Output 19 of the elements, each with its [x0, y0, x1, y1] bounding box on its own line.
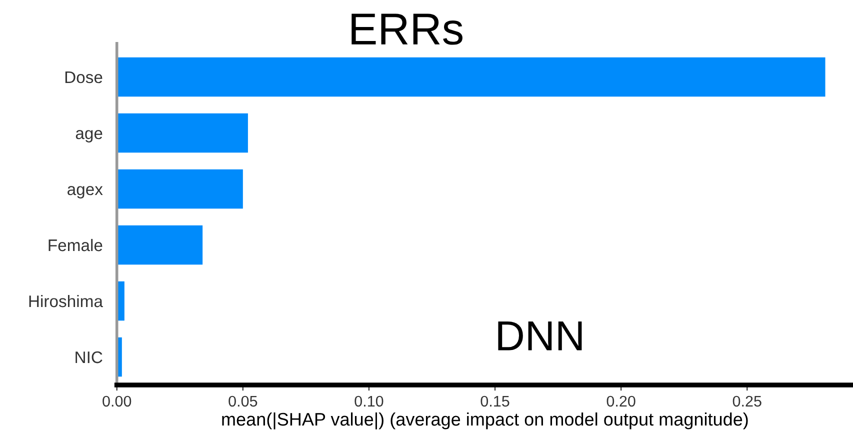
x-axis-title: mean(|SHAP value|) (average impact on model output magnitude): [222, 412, 748, 430]
x-tick-label: 0.15: [480, 396, 510, 407]
y-tick-label: Female: [48, 238, 102, 252]
y-tick-label: NIC: [76, 351, 102, 364]
y-tick-label: age: [76, 130, 102, 142]
bar: [116, 169, 243, 209]
y-tick-label: Dose: [65, 72, 102, 84]
bar: [116, 225, 203, 265]
x-tick-label: 0.25: [732, 396, 762, 407]
bar: [116, 57, 826, 97]
chart-title: ERRs: [352, 14, 462, 45]
y-tick-label: agex: [68, 186, 103, 198]
annotation: DNN: [498, 322, 582, 350]
bar: [116, 113, 248, 153]
x-tick-label: 0.00: [102, 396, 132, 407]
x-tick-label: 0.20: [606, 396, 636, 407]
x-tick-label: 0.10: [354, 396, 384, 407]
y-tick-label: Hiroshima: [29, 294, 103, 308]
x-tick-label: 0.05: [228, 396, 258, 407]
